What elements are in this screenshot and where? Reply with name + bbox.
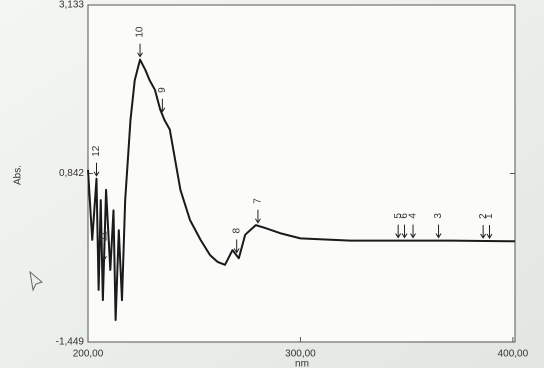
y-axis-label: Abs.: [13, 165, 24, 185]
y-tick-label: -1,449: [56, 337, 85, 348]
y-tick-label: 0,842: [59, 168, 84, 179]
peak-label: 9: [157, 87, 168, 93]
x-tick-label: 300,00: [285, 349, 316, 360]
peak-label: 10: [135, 26, 146, 38]
peak-label: 12: [91, 145, 102, 157]
peak-label: 11: [99, 231, 110, 242]
peak-label: 7: [253, 198, 264, 204]
y-tick-label: 3,133: [59, 0, 84, 11]
x-axis-label: nm: [295, 359, 309, 368]
plot-area: [88, 5, 515, 342]
peak-label: 6: [399, 213, 410, 219]
peak-label: 3: [433, 213, 444, 219]
peak-label: 2: [478, 213, 489, 219]
x-tick-label: 400,00: [498, 349, 529, 360]
x-tick-label: 200,00: [73, 349, 104, 360]
peak-label: 8: [231, 228, 242, 234]
chart: Abs. nm -1,449 0,842 3,133 200,00 300,00 400,…: [0, 0, 544, 368]
